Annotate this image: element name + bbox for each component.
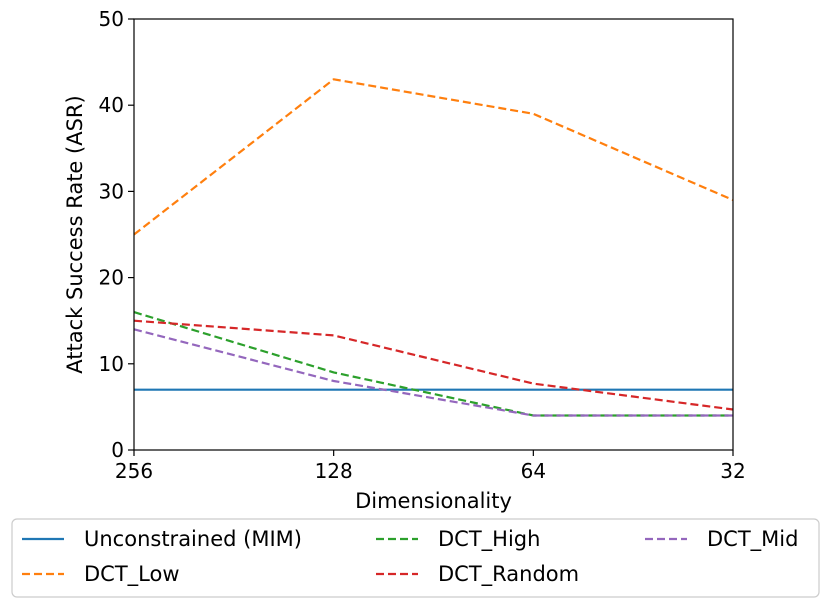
y-tick-label: 30 bbox=[99, 179, 124, 203]
legend-label: DCT_Mid bbox=[707, 527, 798, 552]
x-axis-label: Dimensionality bbox=[355, 489, 512, 513]
legend: Unconstrained (MIM) DCT_Low DCT_High DCT_Ra… bbox=[11, 518, 820, 598]
series-line-dct-mid bbox=[133, 328, 733, 417]
series-line-dct-low bbox=[133, 78, 734, 236]
x-tick-label: 128 bbox=[315, 459, 353, 483]
y-axis: 0 10 20 30 40 50 bbox=[99, 7, 134, 462]
x-tick-label: 256 bbox=[115, 459, 153, 483]
x-axis: 256 128 64 32 bbox=[115, 450, 746, 483]
legend-label: DCT_Random bbox=[438, 562, 579, 587]
series-line-dct-random bbox=[133, 319, 734, 411]
y-tick-label: 50 bbox=[99, 7, 124, 31]
y-tick-label: 0 bbox=[111, 438, 124, 462]
x-tick-label: 64 bbox=[521, 459, 546, 483]
plot-frame bbox=[133, 18, 734, 451]
legend-label: DCT_Low bbox=[84, 562, 180, 587]
y-tick-label: 40 bbox=[99, 93, 124, 117]
y-tick-label: 10 bbox=[99, 352, 124, 376]
series-layer bbox=[133, 78, 734, 417]
x-tick-label: 32 bbox=[720, 459, 745, 483]
y-axis-label: Attack Success Rate (ASR) bbox=[63, 95, 87, 373]
y-tick-label: 20 bbox=[99, 266, 124, 290]
legend-label: Unconstrained (MIM) bbox=[84, 527, 302, 551]
legend-label: DCT_High bbox=[438, 527, 540, 552]
